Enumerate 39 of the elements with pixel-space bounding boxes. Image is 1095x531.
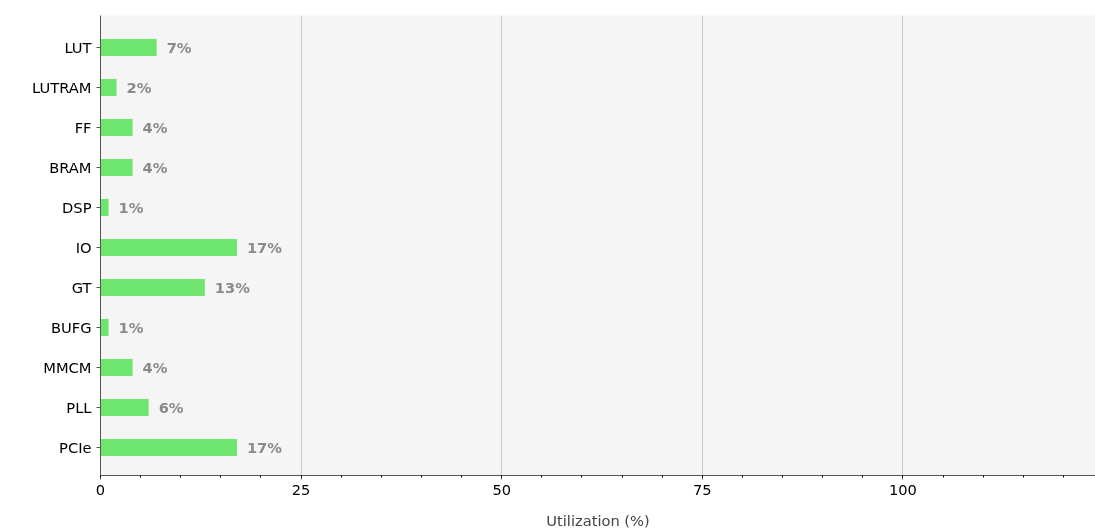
y-tick-label: BRAM [49,159,92,176]
data-label: 17% [246,439,283,456]
y-tick-label: DSP [62,199,92,216]
data-label: 4% [142,359,168,376]
data-label: 2% [126,79,152,96]
data-label: 6% [158,399,184,416]
bar [100,199,109,216]
bar [100,159,133,176]
x-tick-label: 75 [692,480,712,498]
bar [100,79,117,96]
bar [100,359,133,376]
data-label: 1% [118,319,144,336]
bar [100,399,149,416]
bar [100,39,157,56]
x-tick-label: 0 [95,480,106,498]
bar [100,239,237,256]
data-label: 4% [142,119,168,136]
data-label: 1% [118,199,144,216]
x-tick-label: 25 [291,480,311,498]
y-tick-label: IO [75,239,92,256]
x-tick-label: 100 [888,480,917,498]
data-label: 13% [214,279,251,296]
y-tick-label: BUFG [50,319,92,336]
y-tick-label: PCIe [59,439,92,456]
bar [100,439,237,456]
x-tick-label: 50 [492,480,512,498]
data-label: 17% [246,239,283,256]
data-label: 4% [142,159,168,176]
y-tick-label: GT [71,279,92,296]
bar [100,319,109,336]
x-axis-title: Utilization (%) [546,511,650,529]
bar [100,279,205,296]
y-tick-label: LUT [64,39,92,56]
data-label: 7% [166,39,192,56]
bar [100,119,133,136]
y-tick-label: FF [74,119,92,136]
y-tick-label: PLL [66,399,93,416]
y-tick-label: LUTRAM [32,79,92,96]
y-tick-label: MMCM [43,359,92,376]
